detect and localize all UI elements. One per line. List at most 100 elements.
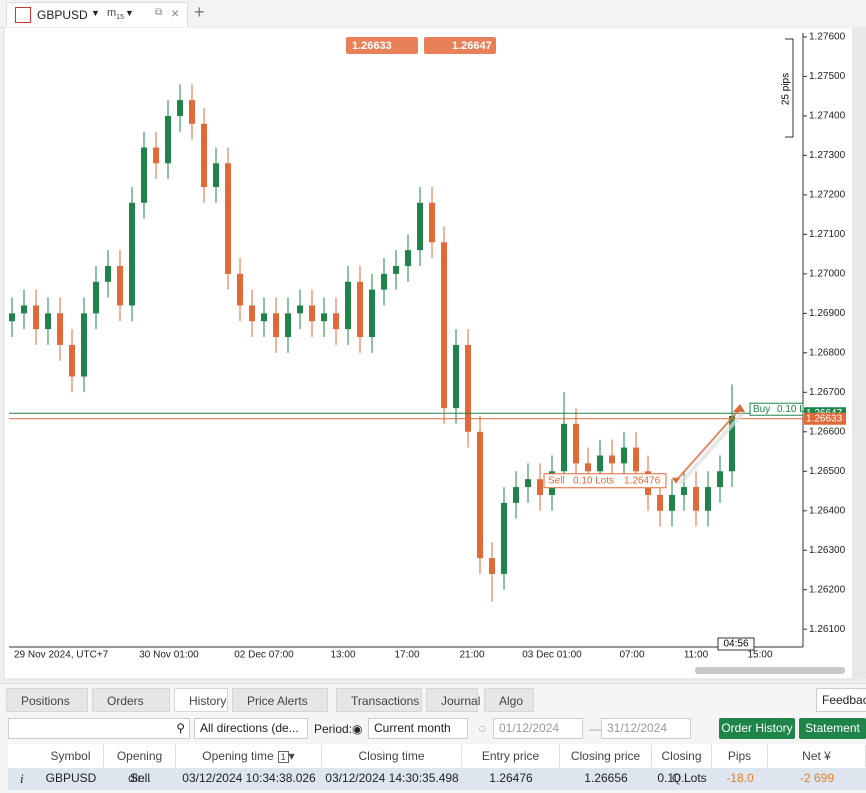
tab[interactable]: Transactions: [336, 688, 422, 712]
candle-body: [93, 281, 99, 314]
side-strip: [852, 27, 866, 679]
candle-body: [405, 250, 411, 266]
tab-label: Transactions: [351, 694, 420, 708]
tab[interactable]: Price Alerts0: [232, 688, 328, 734]
candle-body: [441, 242, 447, 409]
candle-body: [621, 447, 627, 464]
order-history-button[interactable]: Order History: [719, 718, 795, 739]
column-header[interactable]: Closing price: [560, 745, 652, 767]
x-tick-label: 15:00: [747, 650, 772, 661]
feedback-button[interactable]: Feedback: [816, 688, 866, 712]
close-icon[interactable]: ×: [171, 5, 180, 21]
x-tick-label: 13:00: [330, 650, 355, 661]
header-label: Net ¥: [802, 749, 831, 763]
quote-button[interactable]: [424, 37, 496, 54]
table-cell: Sell: [129, 771, 150, 785]
dash: —: [589, 722, 601, 736]
quote-button[interactable]: [346, 37, 418, 54]
table-cell: 1.26476: [489, 771, 533, 785]
timeframe[interactable]: m15: [107, 7, 124, 21]
candle-body: [597, 455, 603, 472]
y-tick-label: 1.26900: [809, 308, 846, 319]
table-cell: GBPUSD: [45, 771, 97, 785]
candle-body: [273, 313, 279, 338]
column-header[interactable]: Entry price: [462, 745, 560, 767]
candle-body: [561, 423, 567, 472]
timer: 04:56: [723, 639, 748, 650]
candle-body: [141, 147, 147, 203]
column-header[interactable]: Closing time: [322, 745, 462, 767]
statement-button[interactable]: Statement: [799, 718, 866, 739]
to-date[interactable]: 31/12/2024: [601, 718, 691, 739]
y-tick-label: 1.27000: [809, 268, 846, 279]
column-header[interactable]: Symbol: [38, 745, 104, 767]
candle-body: [213, 163, 219, 187]
search-input[interactable]: ⚲: [8, 718, 190, 739]
candle-body: [729, 415, 735, 472]
y-tick-label: 1.26500: [809, 466, 846, 477]
x-tick-label: 03 Dec 01:00: [522, 650, 582, 661]
x-tick-label: 07:00: [619, 650, 644, 661]
period-select[interactable]: Current month: [368, 718, 468, 739]
tab-label: Algo: [499, 694, 524, 708]
tab[interactable]: Positions3: [6, 688, 88, 734]
tab-label: Positions: [21, 694, 70, 708]
detach-icon[interactable]: ⧉: [155, 7, 163, 18]
x-tick-label: 11:00: [684, 650, 709, 661]
entry-marker: [672, 477, 680, 484]
column-header[interactable]: Opening time 1 ▾: [176, 745, 322, 767]
y-tick-label: 1.27600: [809, 32, 846, 43]
column-header[interactable]: Pips: [712, 745, 768, 767]
y-tick-label: 1.27300: [809, 150, 846, 161]
radio-checked[interactable]: ◉: [352, 722, 363, 736]
dropdown-arrow[interactable]: ▼: [125, 8, 134, 18]
radio[interactable]: ○: [478, 720, 487, 736]
add-tab[interactable]: +: [194, 2, 205, 22]
candle-body: [57, 313, 63, 345]
table-row[interactable]: [8, 768, 866, 790]
header-label: Entry price: [481, 749, 540, 763]
from-date[interactable]: 01/12/2024: [493, 718, 583, 739]
candle-body: [573, 423, 579, 464]
y-tick-label: 1.27100: [809, 229, 846, 240]
timeframe-sub: 15: [116, 14, 124, 22]
column-header[interactable]: Opening dir...: [104, 745, 176, 785]
tab[interactable]: Orders0: [92, 688, 170, 734]
info-icon[interactable]: i: [20, 771, 24, 786]
trade-line: [675, 409, 740, 482]
candle-body: [45, 313, 51, 330]
price-tag: [804, 412, 846, 425]
candle-body: [81, 313, 87, 377]
column-header[interactable]: Closing Q...: [652, 745, 712, 785]
candle-body: [297, 305, 303, 314]
tab[interactable]: History: [174, 688, 228, 712]
timeframe-unit: m: [107, 7, 117, 19]
direction-select[interactable]: All directions (de...: [194, 718, 308, 739]
tab[interactable]: Journal: [426, 688, 480, 712]
candle-body: [525, 479, 531, 488]
quote-price: 1.26633: [352, 40, 392, 52]
scrollbar[interactable]: [695, 667, 845, 674]
candle-body: [189, 100, 195, 124]
candle-body: [585, 463, 591, 472]
table-cell: -18.0: [726, 771, 754, 785]
candle-body: [609, 455, 615, 464]
top-bar: GBPUSD ▼ m15 ▼ ⧉ × +: [0, 0, 866, 28]
candle-body: [165, 115, 171, 164]
candle-body: [393, 265, 399, 274]
candle-body: [33, 305, 39, 330]
y-tick-label: 1.26200: [809, 584, 846, 595]
dropdown-arrow[interactable]: ▼: [91, 8, 100, 18]
candle-body: [465, 344, 471, 432]
sell-entry: 1.26476: [624, 475, 661, 486]
range-bracket: [785, 38, 794, 138]
timer-box: [717, 637, 755, 651]
symbol-icon: [15, 7, 31, 23]
chart: 1.26100 1.26200 1.26300 1.26400 1.26500 1.266…: [3, 27, 866, 680]
price-tag-label: 1.26633: [806, 413, 843, 424]
column-header[interactable]: Net ¥: [768, 745, 866, 767]
tab[interactable]: Algo: [484, 688, 534, 712]
candle-body: [117, 265, 123, 306]
tab-label: Orders: [107, 694, 144, 708]
symbol-tab[interactable]: GBPUSD ▼ m15 ▼ ⧉ ×: [6, 2, 188, 28]
